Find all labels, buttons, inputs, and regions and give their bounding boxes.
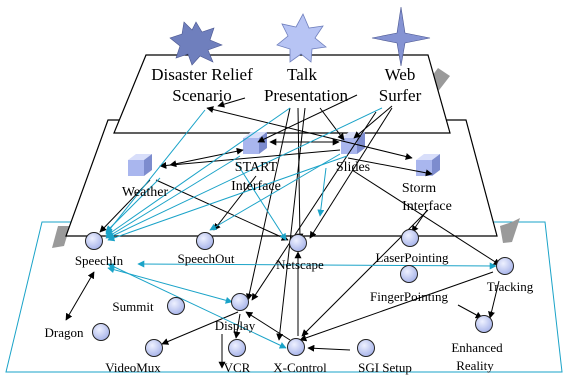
node-display-icon — [231, 293, 249, 311]
label-xcontrol: X-Control — [273, 360, 327, 375]
label-disaster-scenario: Scenario — [172, 86, 231, 105]
cube-icon-weather — [128, 154, 152, 176]
label-speechin: SpeechIn — [75, 253, 124, 268]
label-fingerpointing: FingerPointing — [370, 289, 449, 304]
label-start-interface: Interface — [231, 179, 281, 194]
label-display: Display — [215, 318, 256, 333]
node-fingerpointing-icon — [400, 265, 418, 283]
node-sgisetup-icon — [357, 339, 375, 357]
label-enhanced: Enhanced — [451, 340, 503, 355]
label-netscape: Netscape — [276, 257, 324, 272]
label-storm: Storm — [402, 181, 436, 196]
node-tracking-icon — [496, 257, 514, 275]
node-videomux-icon — [145, 339, 163, 357]
label-dragon: Dragon — [45, 325, 84, 340]
label-videomux: VideoMux — [105, 360, 161, 375]
label-talk-presentation: Presentation — [264, 86, 349, 105]
label-web: Web — [385, 65, 416, 84]
node-laserpointing-icon — [401, 229, 419, 247]
node-vcr-icon — [228, 339, 246, 357]
node-speechin-icon — [85, 232, 103, 250]
cube-icon-storm — [416, 154, 440, 176]
label-weather: Weather — [122, 185, 169, 200]
node-netscape-icon — [289, 234, 307, 252]
node-summit-icon — [167, 297, 185, 315]
pillar-left-bottom — [52, 226, 70, 248]
cube-icon-slides — [341, 132, 365, 154]
label-storm-interface: Interface — [402, 199, 452, 214]
star-icon — [276, 13, 327, 63]
label-vcr: VCR — [224, 360, 251, 375]
pillar-right-bottom — [500, 218, 520, 243]
node-dragon-icon — [92, 323, 110, 341]
cyan-edges — [105, 107, 497, 349]
label-summit: Summit — [112, 299, 154, 314]
node-enhanced-icon — [475, 315, 493, 333]
label-talk: Talk — [287, 65, 317, 84]
label-tracking: Tracking — [487, 279, 534, 294]
label-disaster-relief: Disaster Relief — [151, 65, 253, 84]
node-speechout-icon — [196, 232, 214, 250]
label-start: START — [235, 160, 278, 175]
bottom-nodes — [85, 229, 514, 357]
label-sgisetup: SGI Setup — [358, 360, 412, 375]
label-laserpointing: LaserPointing — [376, 250, 449, 265]
label-web-surfer: Surfer — [379, 86, 422, 105]
label-reality: Reality — [456, 358, 494, 373]
label-slides: Slides — [336, 160, 370, 175]
node-xcontrol-icon — [287, 338, 305, 356]
cross-star-icon — [371, 6, 431, 67]
cube-icon-start — [243, 132, 267, 154]
label-speechout: SpeechOut — [177, 251, 234, 266]
starburst-icon — [169, 21, 223, 66]
